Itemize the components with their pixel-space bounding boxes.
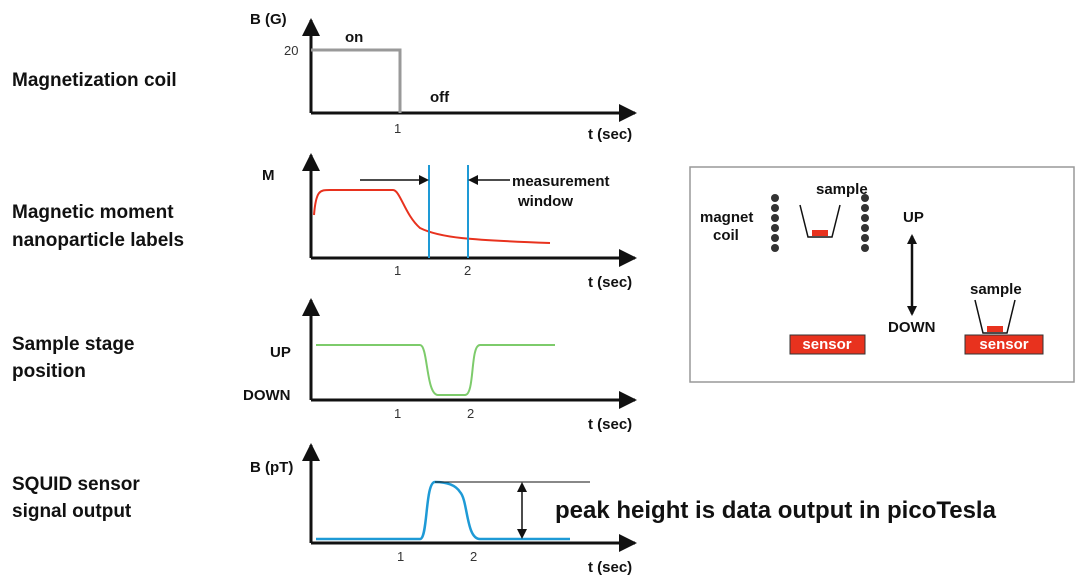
inset-label: sensor [979, 336, 1028, 353]
tick: 1 [394, 406, 401, 421]
inset-label: coil [713, 227, 739, 244]
tick: 2 [470, 549, 477, 564]
sensor [789, 334, 866, 355]
inset-label: sample [970, 281, 1022, 298]
curve [311, 48, 402, 113]
x-label: t (sec) [588, 559, 632, 576]
tick: 2 [464, 263, 471, 278]
panel-1: Magnetization coil B (G) 20 1 on off t (… [12, 11, 637, 143]
curve [316, 480, 570, 541]
tick: 1 [394, 121, 401, 136]
annotation: peak height is data output in picoTesla [555, 497, 997, 524]
panel-3: Sample stage position UP DOWN 1 2 t (sec… [12, 298, 637, 433]
coil-dots [771, 194, 869, 252]
panel-4: SQUID sensor signal output B (pT) 1 2 pe… [12, 443, 997, 576]
curve [313, 189, 551, 244]
row-label: Magnetic moment [12, 202, 174, 223]
row-label: nanoparticle labels [12, 230, 184, 251]
tick: DOWN [243, 387, 291, 404]
inset-label: DOWN [888, 319, 936, 336]
inset: magnet coil sample UP DOWN sensor sample… [689, 166, 1075, 383]
cup [799, 204, 841, 238]
annotation: window [517, 193, 573, 210]
inset-label: sensor [802, 336, 851, 353]
panel-2: Magnetic moment nanoparticle labels M 1 … [12, 153, 637, 291]
row-label: SQUID sensor [12, 474, 140, 495]
particles [812, 230, 828, 236]
tick: UP [270, 344, 291, 361]
particles [987, 326, 1003, 332]
inset-label: UP [903, 209, 924, 226]
y-label: B (G) [250, 11, 287, 28]
tick: 1 [397, 549, 404, 564]
y-label: M [262, 167, 275, 184]
x-label: t (sec) [588, 126, 632, 143]
inset-label: sample [816, 181, 868, 198]
annotation: measurement [512, 173, 610, 190]
row-label: signal output [12, 501, 132, 522]
tick: 1 [394, 263, 401, 278]
cup [974, 299, 1016, 334]
row-label: Magnetization coil [12, 70, 177, 91]
x-label: t (sec) [588, 416, 632, 433]
annotation: off [430, 89, 450, 106]
annotation: on [345, 29, 363, 46]
tick: 20 [284, 43, 298, 58]
row-label: Sample stage [12, 334, 135, 355]
sensor [964, 334, 1044, 355]
curve [316, 344, 555, 396]
inset-label: magnet [700, 209, 753, 226]
tick: 2 [467, 406, 474, 421]
row-label: position [12, 361, 86, 382]
x-label: t (sec) [588, 274, 632, 291]
y-label: B (pT) [250, 459, 293, 476]
